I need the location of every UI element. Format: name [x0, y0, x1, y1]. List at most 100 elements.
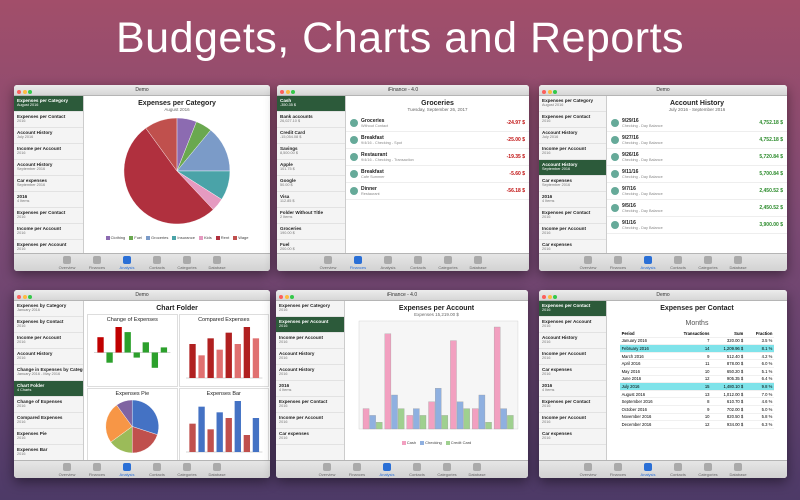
tab[interactable]: Contacts	[663, 461, 693, 478]
tab[interactable]: Analysis	[633, 254, 663, 271]
sidebar-item[interactable]: 2016 4 Items	[539, 192, 606, 208]
window-button[interactable]	[553, 90, 557, 94]
sidebar-item[interactable]: Apple 101.75 $	[277, 160, 346, 176]
window-button[interactable]	[280, 90, 284, 94]
sidebar-item[interactable]: Change of Expenses 2016	[14, 397, 84, 413]
tab[interactable]: Analysis	[373, 254, 403, 271]
tab[interactable]: Database	[462, 461, 492, 478]
window-button[interactable]	[290, 295, 294, 299]
tab[interactable]: Categories	[432, 461, 462, 478]
sidebar-item[interactable]: Expenses per Account 2016	[14, 240, 83, 254]
sidebar-item[interactable]: Income per Account 2016	[539, 224, 606, 240]
sidebar-item[interactable]: Expenses per Contact 2016	[539, 397, 606, 413]
sidebar-item[interactable]: Account History 2016	[539, 333, 606, 349]
tab[interactable]: Categories	[693, 461, 723, 478]
tab[interactable]: Finances	[342, 461, 372, 478]
tab[interactable]: Analysis	[112, 254, 142, 271]
window-button[interactable]	[285, 90, 290, 94]
tab[interactable]: Database	[723, 254, 753, 271]
list-row[interactable]: Groceries Without Contact -24.97 $	[346, 115, 529, 132]
sidebar-item[interactable]: Expenses per Category August 2016	[14, 96, 84, 112]
sidebar-item[interactable]: Expenses by Contact 2016	[14, 317, 84, 333]
sidebar-item[interactable]: Car expenses September 2016	[14, 176, 84, 192]
tab[interactable]: Database	[723, 461, 753, 478]
sidebar-item[interactable]: Expenses per Contact 2016	[276, 397, 345, 413]
tab[interactable]: Overview	[313, 254, 343, 271]
tab[interactable]: Finances	[603, 461, 633, 478]
sidebar-item[interactable]: Expenses per Account 2016	[539, 317, 606, 333]
tab[interactable]: Contacts	[142, 254, 172, 271]
window-button[interactable]	[28, 295, 32, 299]
sidebar-item[interactable]: Google 50.00 $	[277, 176, 346, 192]
window-button[interactable]	[28, 90, 32, 94]
window-button[interactable]	[22, 90, 27, 94]
sidebar-item[interactable]: Account History September 2016	[539, 160, 606, 176]
list-row[interactable]: 9/29/16 Checking - Day Balance 4,752.18 $	[606, 115, 787, 132]
tab[interactable]: Database	[202, 461, 232, 478]
sidebar-item[interactable]: Account History July 2016	[14, 128, 84, 144]
sidebar-item[interactable]: Account History July 2016	[539, 128, 606, 144]
sidebar-item[interactable]: Expenses per Category 2016	[276, 301, 345, 317]
sidebar-item[interactable]: Fuel 200.00 $	[277, 240, 345, 254]
sidebar-item[interactable]: Income per Account 2016	[276, 413, 345, 429]
tab[interactable]: Overview	[312, 461, 342, 478]
sidebar-item[interactable]: Expenses by Category January 2016	[14, 301, 84, 317]
list-row[interactable]: 9/27/16 Checking - Day Balance 4,752.18 $	[606, 132, 787, 149]
list-row[interactable]: 9/7/16 Checking - Day Balance 2,450.52 $	[606, 183, 787, 200]
window-button[interactable]	[553, 295, 557, 299]
tab[interactable]: Overview	[573, 254, 603, 271]
window-button[interactable]	[17, 295, 21, 299]
window-button[interactable]	[547, 90, 552, 94]
sidebar-item[interactable]: Credit Card -15,054.08 $	[277, 128, 346, 144]
sidebar-item[interactable]: Account History 2016	[276, 365, 345, 381]
sidebar-item[interactable]: 2016 4 Items	[14, 192, 84, 208]
sidebar-item[interactable]: Account History 2016	[276, 349, 345, 365]
tab[interactable]: Contacts	[663, 254, 693, 271]
sidebar-item[interactable]: Chart Folder 4 Charts	[14, 381, 84, 397]
sidebar-item[interactable]: Expenses per Contact 2016	[14, 112, 84, 128]
tab[interactable]: Analysis	[372, 461, 402, 478]
window-button[interactable]	[279, 295, 283, 299]
tab[interactable]: Analysis	[112, 461, 142, 478]
sidebar-item[interactable]: Expenses per Category August 2016	[539, 96, 606, 112]
sidebar-item[interactable]: Savings 8,500.00 $	[277, 144, 346, 160]
tab[interactable]: Finances	[82, 461, 112, 478]
window-button[interactable]	[291, 90, 295, 94]
window-button[interactable]	[284, 295, 289, 299]
tab[interactable]: Finances	[603, 254, 633, 271]
tab[interactable]: Overview	[52, 461, 82, 478]
sidebar-item[interactable]: Income per Account 2016	[539, 144, 606, 160]
sidebar-item[interactable]: Expenses per Account 2016	[276, 317, 345, 333]
sidebar-item[interactable]: Car expenses 2016	[276, 429, 345, 445]
tab[interactable]: Finances	[343, 254, 373, 271]
tab[interactable]: Categories	[693, 254, 723, 271]
sidebar-item[interactable]: Folder Without Title 2 Items	[277, 208, 346, 224]
sidebar-item[interactable]: Expenses per Contact 2016	[539, 301, 606, 317]
window-button[interactable]	[542, 295, 546, 299]
sidebar-item[interactable]: Car expenses September 2016	[539, 176, 606, 192]
tab[interactable]: Categories	[172, 254, 202, 271]
sidebar-item[interactable]: Car expenses 2016	[539, 365, 606, 381]
sidebar-item[interactable]: 2016 4 Items	[539, 381, 606, 397]
tab[interactable]: Overview	[573, 461, 603, 478]
sidebar-item[interactable]: Income per Account 2016	[14, 144, 84, 160]
list-row[interactable]: Dinner Restaurant -56.18 $	[346, 183, 529, 200]
tab[interactable]: Finances	[82, 254, 112, 271]
tab[interactable]: Contacts	[403, 254, 433, 271]
sidebar-item[interactable]: Expenses Pie 2016	[14, 429, 84, 445]
sidebar-item[interactable]: Income per Account 2016	[14, 224, 84, 240]
tab[interactable]: Analysis	[633, 461, 663, 478]
sidebar-item[interactable]: Cash -350.35 $	[277, 96, 346, 112]
sidebar-item[interactable]: Expenses per Contact 2016	[539, 208, 606, 224]
list-row[interactable]: 9/1/16 Checking - Day Balance 3,900.00 $	[606, 217, 787, 234]
sidebar-item[interactable]: Bank accounts 26,027.10 $	[277, 112, 346, 128]
list-row[interactable]: 9/26/16 Checking - Day Balance 5,720.84 $	[606, 149, 787, 166]
tab[interactable]: Contacts	[142, 461, 172, 478]
sidebar-item[interactable]: Income per Account 2016	[539, 349, 606, 365]
list-row[interactable]: Restaurant 9/4/16 - Checking - Transactio…	[346, 149, 529, 166]
tab[interactable]: Overview	[52, 254, 82, 271]
list-row[interactable]: 9/5/16 Checking - Day Balance 2,450.52 $	[606, 200, 787, 217]
tab[interactable]: Database	[463, 254, 493, 271]
sidebar-item[interactable]: Change in Expenses by Category January 20…	[14, 365, 84, 381]
sidebar-item[interactable]: Income per Account 2016	[276, 333, 345, 349]
